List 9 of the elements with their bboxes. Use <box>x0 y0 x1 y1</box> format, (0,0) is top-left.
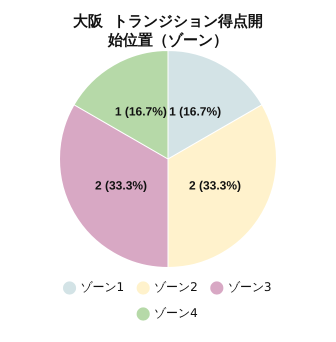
legend-label: ゾーン2 <box>154 280 198 294</box>
chart-title: 大阪 トランジション得点開始位置（ゾーン） <box>72 11 264 50</box>
data-label: 1 (16.7%) <box>169 104 222 118</box>
data-label: 1 (16.7%) <box>114 104 167 118</box>
legend-label: ゾーン4 <box>154 306 198 320</box>
data-label: 2 (33.3%) <box>188 178 241 192</box>
legend-label: ゾーン1 <box>80 280 124 294</box>
legend-label: ゾーン3 <box>228 280 272 294</box>
data-label: 2 (33.3%) <box>95 178 148 192</box>
